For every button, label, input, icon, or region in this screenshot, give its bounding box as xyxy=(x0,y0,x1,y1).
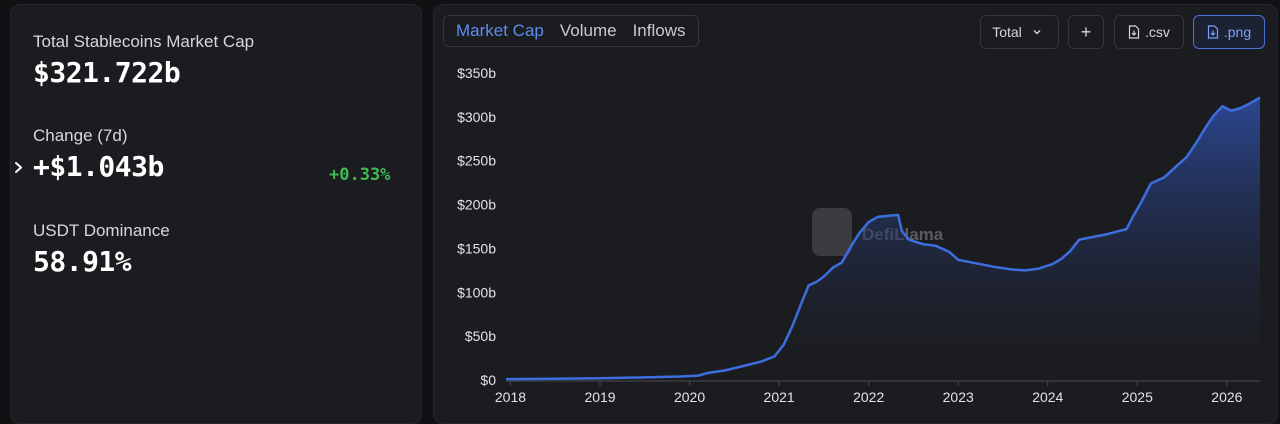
png-download-button[interactable]: .png xyxy=(1193,15,1265,49)
dominance-value: 58.91% xyxy=(33,245,132,278)
chart-tabs: Market Cap Volume Inflows xyxy=(443,15,699,47)
y-tick-label: $200b xyxy=(457,197,496,213)
x-tick-label: 2025 xyxy=(1122,389,1153,405)
market-cap-value: $321.722b xyxy=(33,56,181,89)
x-tick-label: 2019 xyxy=(584,389,615,405)
x-tick-label: 2024 xyxy=(1032,389,1063,405)
chevron-right-icon[interactable] xyxy=(11,157,27,177)
x-tick-label: 2018 xyxy=(495,389,526,405)
y-tick-label: $300b xyxy=(457,109,496,125)
add-button[interactable]: + xyxy=(1068,15,1104,49)
chevron-down-icon xyxy=(1033,30,1041,35)
market-cap-chart[interactable]: DefiLlama $0$50b$100b$150b$200b$250b$300… xyxy=(434,5,1279,412)
total-dropdown-label: Total xyxy=(992,24,1022,40)
dominance-stat: USDT Dominance 58.91% xyxy=(33,221,170,279)
market-cap-line xyxy=(505,96,1261,381)
x-tick-label: 2026 xyxy=(1211,389,1242,405)
dominance-label: USDT Dominance xyxy=(33,221,170,240)
csv-label: .csv xyxy=(1145,24,1170,40)
tab-volume[interactable]: Volume xyxy=(559,21,617,40)
png-label: .png xyxy=(1223,24,1252,40)
csv-download-button[interactable]: .csv xyxy=(1114,15,1184,49)
file-download-icon xyxy=(1128,25,1140,39)
change-stat: Change (7d) +$1.043b xyxy=(33,126,164,184)
change-value: +$1.043b xyxy=(33,150,164,183)
y-tick-label: $50b xyxy=(465,328,496,344)
tab-inflows[interactable]: Inflows xyxy=(632,21,686,40)
tab-market-cap[interactable]: Market Cap xyxy=(456,21,544,40)
change-label: Change (7d) xyxy=(33,126,128,145)
total-dropdown[interactable]: Total xyxy=(980,15,1059,49)
y-tick-label: $350b xyxy=(457,65,496,81)
chart-panel: Market Cap Volume Inflows Total + .csv .… xyxy=(433,4,1278,424)
stats-panel: Total Stablecoins Market Cap $321.722b C… xyxy=(10,4,422,424)
defillama-logo-icon xyxy=(812,208,852,256)
y-tick-label: $150b xyxy=(457,240,496,256)
y-tick-label: $0 xyxy=(480,372,496,388)
y-tick-label: $250b xyxy=(457,153,496,169)
change-percent: +0.33% xyxy=(329,165,391,185)
x-tick-label: 2023 xyxy=(943,389,974,405)
file-image-icon xyxy=(1207,25,1218,39)
x-tick-label: 2020 xyxy=(674,389,705,405)
market-cap-area xyxy=(506,97,1260,380)
x-tick-label: 2021 xyxy=(764,389,795,405)
add-button-label: + xyxy=(1080,21,1092,42)
y-tick-label: $100b xyxy=(457,284,496,300)
market-cap-label: Total Stablecoins Market Cap xyxy=(33,32,255,51)
x-tick-label: 2022 xyxy=(853,389,884,405)
market-cap-stat: Total Stablecoins Market Cap $321.722b xyxy=(33,32,254,90)
